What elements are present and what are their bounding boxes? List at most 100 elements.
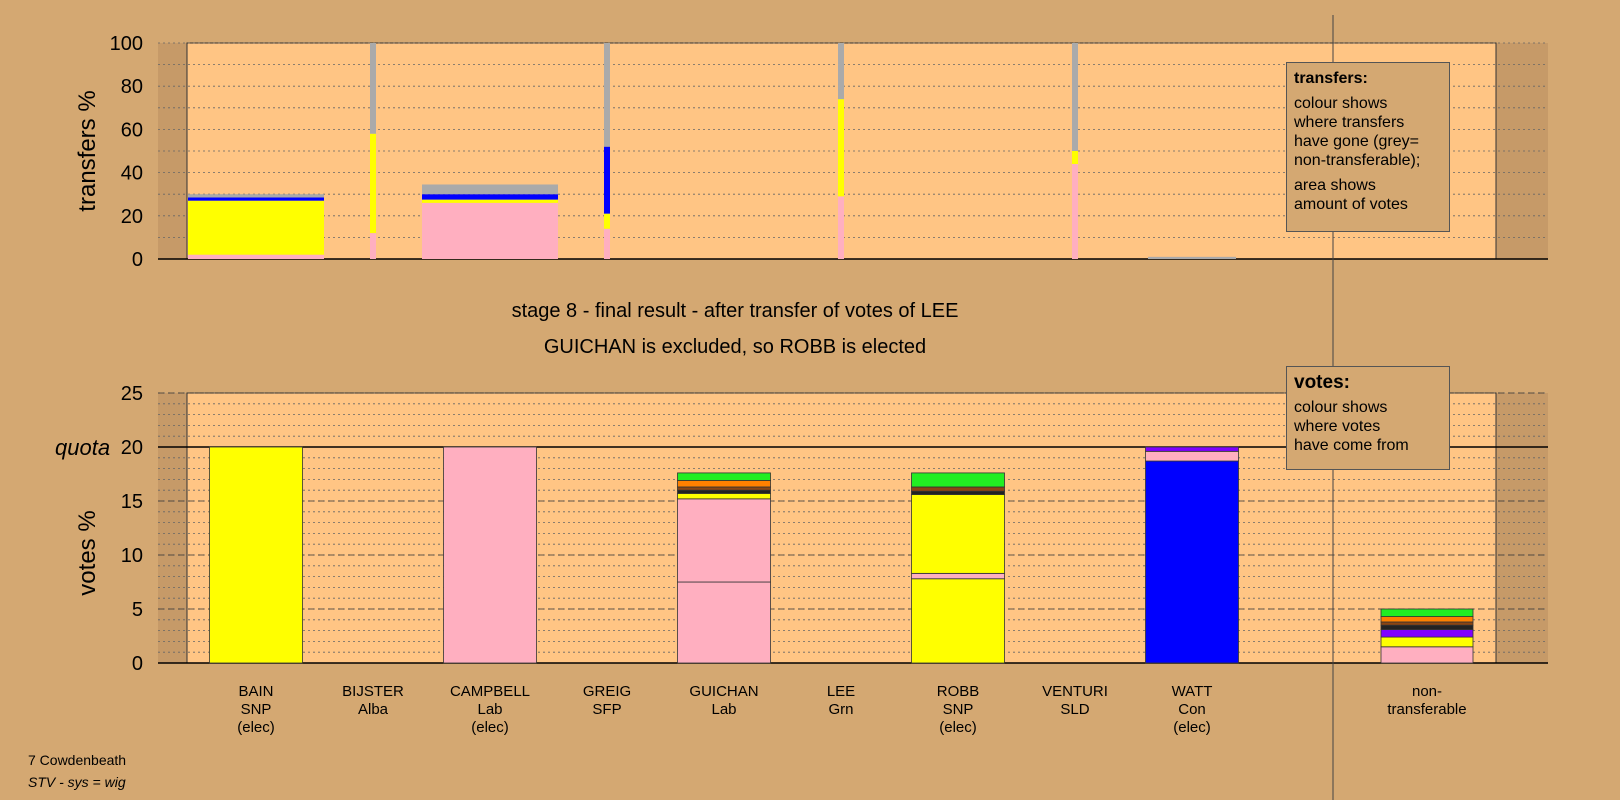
transfer-segment: [370, 133, 376, 234]
candidate-label: Alba: [358, 701, 389, 718]
vote-segment: [677, 489, 771, 494]
result-title: GUICHAN is excluded, so ROBB is elected: [543, 336, 927, 358]
candidate-labels: BAINSNP(elec)BIJSTERAlbaCAMPBELLLab(elec…: [237, 683, 1466, 736]
transfer-segment: [604, 213, 610, 229]
candidate-label: GUICHAN: [689, 683, 758, 700]
vote-segment: [1380, 636, 1474, 648]
candidate-label: SNP: [241, 701, 272, 718]
votes-tick-label: 10: [121, 545, 143, 567]
vote-segment: [911, 494, 1005, 574]
transfer-segment: [604, 43, 610, 147]
vote-segment: [677, 581, 771, 664]
candidate-label: SNP: [943, 701, 974, 718]
candidate-label: Lab: [711, 701, 736, 718]
candidate-label: BIJSTER: [342, 683, 404, 700]
vote-segment: [1145, 450, 1239, 462]
transfers-legend-title: transfers:: [1294, 70, 1368, 87]
vote-segment: [677, 480, 771, 488]
votes-tick-label: 0: [132, 653, 143, 675]
candidate-label: (elec): [237, 719, 275, 736]
vote-segment: [911, 490, 1005, 495]
transfer-segment: [1148, 256, 1236, 259]
transfers-tick-label: 20: [121, 206, 143, 228]
vote-segment: [1145, 446, 1239, 452]
transfers-tick-label: 80: [121, 76, 143, 98]
transfer-segment: [188, 200, 324, 255]
transfer-segment: [604, 146, 610, 214]
transfer-segment: [838, 99, 844, 197]
candidate-label: Grn: [828, 701, 853, 718]
candidate-label: Con: [1178, 701, 1206, 718]
votes-tick-label: 5: [132, 599, 143, 621]
transfer-segment: [1072, 151, 1078, 164]
candidate-label: ROBB: [937, 683, 980, 700]
transfer-segment: [370, 43, 376, 134]
candidate-label: (elec): [1173, 719, 1211, 736]
nontransferable-label: non-: [1412, 683, 1442, 700]
transfer-segment: [422, 184, 558, 195]
vote-segment: [1380, 616, 1474, 623]
votes-axis-label: votes %: [74, 510, 101, 595]
vote-segment: [1380, 621, 1474, 626]
votes-tick-label: 15: [121, 491, 143, 513]
vote-segment: [1380, 608, 1474, 617]
vote-segment: [1380, 629, 1474, 638]
candidate-label: CAMPBELL: [450, 683, 530, 700]
vote-segment: [677, 493, 771, 500]
votes-legend-title: votes:: [1294, 372, 1350, 393]
votes-margin-shade-left: [158, 393, 187, 663]
transfer-segment: [370, 233, 376, 259]
transfer-segment: [1072, 43, 1078, 151]
transfer-segment: [422, 194, 558, 200]
candidate-label: GREIG: [583, 683, 631, 700]
candidate-label: LEE: [827, 683, 855, 700]
system-label: STV - sys = wig: [28, 774, 126, 790]
candidate-label: (elec): [471, 719, 509, 736]
transfer-segment: [188, 197, 324, 201]
transfer-segment: [188, 194, 324, 198]
vote-segment: [443, 446, 537, 664]
vote-segment: [209, 446, 303, 664]
vote-segment: [677, 498, 771, 583]
quota-label: quota: [55, 435, 110, 460]
vote-segment: [911, 472, 1005, 488]
candidate-label: VENTURI: [1042, 683, 1108, 700]
candidate-label: SFP: [592, 701, 621, 718]
vote-segment: [677, 472, 771, 481]
votes-plot-area: [186, 392, 1497, 664]
votes-legend: votes: colour shows where votes have com…: [1286, 366, 1450, 470]
transfers-tick-label: 100: [110, 33, 143, 55]
transfers-legend-text-2: area shows amount of votes: [1294, 177, 1408, 213]
transfers-legend: transfers: colour shows where transfers …: [1286, 62, 1450, 232]
transfers-tick-label: 60: [121, 119, 143, 141]
candidate-label: SLD: [1060, 701, 1089, 718]
vote-segment: [911, 578, 1005, 664]
votes-legend-text: colour shows where votes have come from: [1294, 399, 1409, 454]
vote-segment: [911, 572, 1005, 580]
vote-segment: [911, 486, 1005, 492]
transfer-segment: [188, 254, 324, 259]
transfers-axis-label: transfers %: [74, 90, 101, 211]
transfers-panel: 0 20 40 60 80 100 transfers %: [74, 33, 1548, 271]
transfer-segment: [1072, 163, 1078, 259]
stage-title: stage 8 - final result - after transfer …: [511, 300, 959, 322]
transfers-tick-label: 40: [121, 163, 143, 185]
candidate-label: Lab: [477, 701, 502, 718]
transfers-legend-text-1: colour shows where transfers have gone (…: [1294, 95, 1421, 169]
transfer-segment: [838, 196, 844, 259]
transfers-tick-label: 0: [132, 249, 143, 271]
transfer-segment: [604, 228, 610, 259]
transfer-segment: [422, 199, 558, 203]
votes-panel: 0 5 10 15 20 25 votes % quota: [55, 383, 1548, 675]
nontransferable-label: transferable: [1387, 701, 1466, 718]
vote-segment: [1380, 646, 1474, 664]
vote-segment: [1145, 460, 1239, 664]
transfers-margin-shade-left: [158, 43, 187, 259]
votes-margin-shade-right: [1496, 393, 1548, 663]
votes-tick-label: 25: [121, 383, 143, 405]
candidate-label: BAIN: [238, 683, 273, 700]
transfer-segment: [838, 43, 844, 100]
ward-label: 7 Cowdenbeath: [28, 752, 127, 768]
